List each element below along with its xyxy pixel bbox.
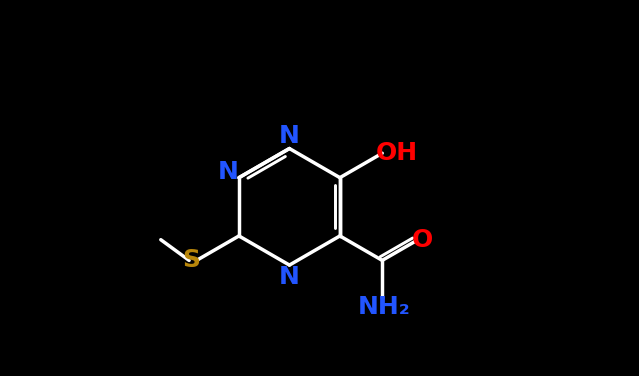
Text: N: N [279,265,300,289]
Text: O: O [412,228,433,252]
Text: N: N [279,124,300,149]
Text: S: S [182,249,200,272]
Text: NH₂: NH₂ [358,296,410,319]
Text: OH: OH [376,141,417,165]
Text: N: N [218,160,239,183]
